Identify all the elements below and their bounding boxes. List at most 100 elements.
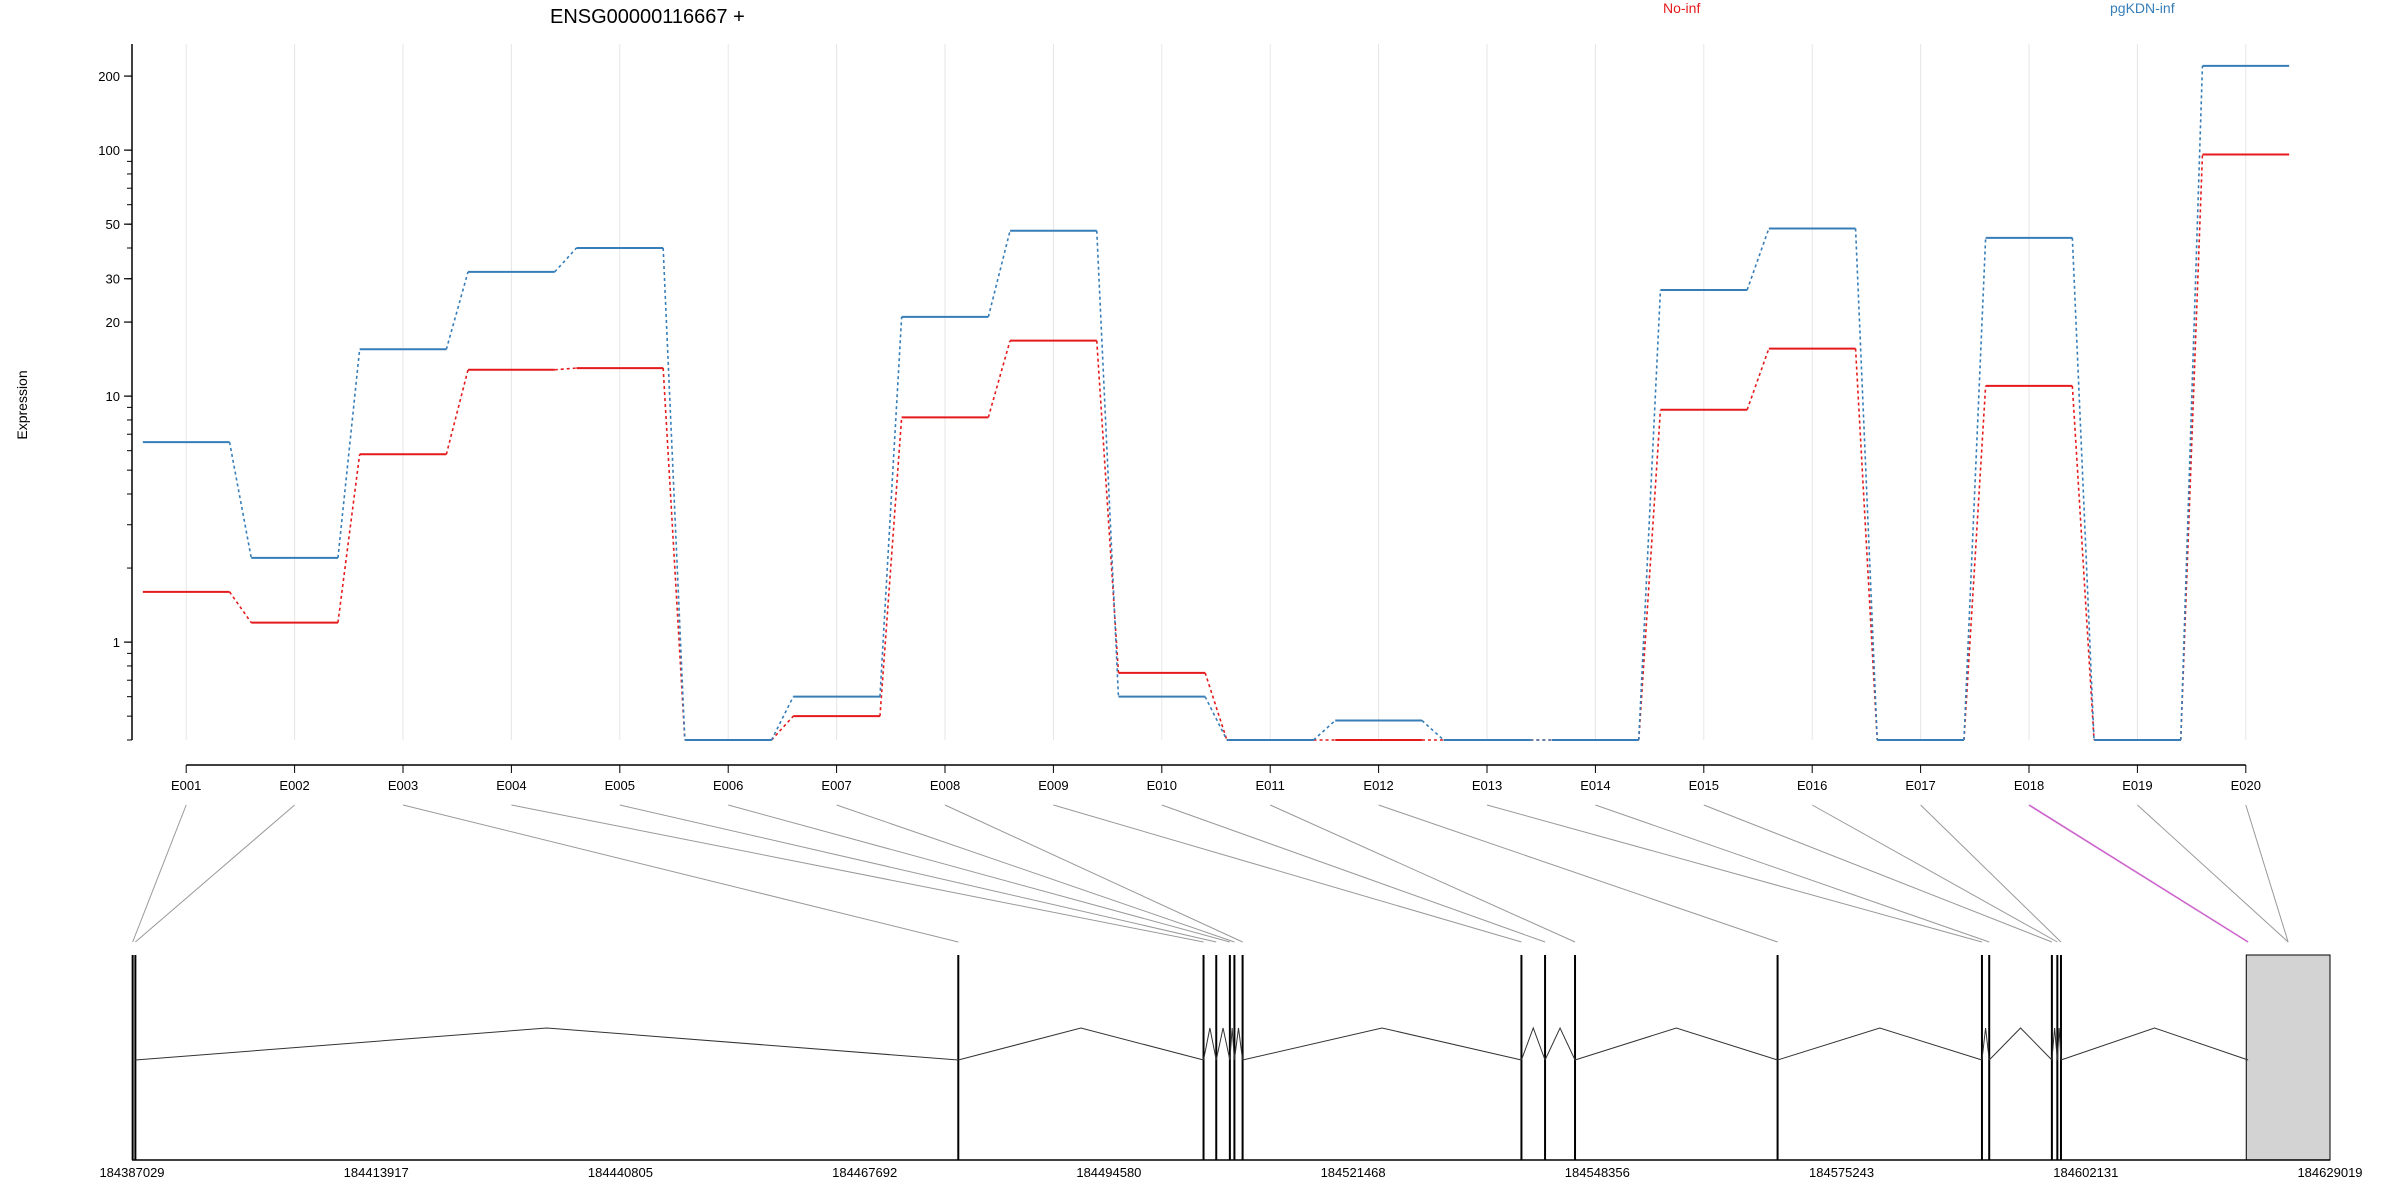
x-tick-label: E011 bbox=[1255, 778, 1284, 793]
x-tick-label: E006 bbox=[713, 778, 743, 793]
intron-line bbox=[1574, 1027, 1778, 1061]
exon-connector bbox=[1811, 804, 2058, 943]
exon-connector bbox=[1161, 804, 1546, 943]
exon-connector bbox=[135, 804, 295, 943]
genomic-coordinate-label: 184413917 bbox=[344, 1165, 409, 1180]
series-connector bbox=[1095, 340, 1120, 673]
y-tick-label: 30 bbox=[106, 272, 120, 287]
y-tick-label: 50 bbox=[106, 217, 120, 232]
exon-connector bbox=[1595, 804, 1990, 943]
series-connector bbox=[1746, 228, 1770, 291]
x-tick-label: E012 bbox=[1363, 778, 1393, 793]
x-tick-label: E005 bbox=[605, 778, 635, 793]
x-tick-label: E010 bbox=[1147, 778, 1177, 793]
series-connector bbox=[1313, 719, 1336, 741]
intron-line bbox=[1981, 1027, 1990, 1061]
y-tick-label: 1 bbox=[113, 635, 120, 650]
intron-line bbox=[2060, 1027, 2249, 1061]
genomic-coordinate-label: 184467692 bbox=[832, 1165, 897, 1180]
genomic-coordinate-label: 184548356 bbox=[1565, 1165, 1630, 1180]
x-tick-label: E014 bbox=[1580, 778, 1610, 793]
exon-connector bbox=[1269, 804, 1576, 943]
exon-connector bbox=[2137, 804, 2289, 943]
genomic-axis: 184387029 184413917 184440805 184467692 1844… bbox=[99, 1159, 2363, 1180]
series-layer bbox=[142, 64, 2290, 741]
series-connector bbox=[770, 715, 794, 741]
x-tick-label: E020 bbox=[2231, 778, 2261, 793]
y-axis: 1 10 20 30 50 100 200 bbox=[98, 44, 133, 741]
series-connector bbox=[228, 591, 252, 624]
y-axis-title: Expression bbox=[14, 370, 30, 439]
series-connector bbox=[662, 368, 686, 741]
intron-line bbox=[2051, 1027, 2058, 1061]
exon-connector bbox=[1486, 804, 1983, 943]
genomic-coordinate-label: 184602131 bbox=[2053, 1165, 2118, 1180]
chart-title: ENSG00000116667 + bbox=[550, 6, 745, 28]
x-tick-label: E009 bbox=[1038, 778, 1068, 793]
grid-layer bbox=[185, 44, 2247, 740]
x-tick-label: E007 bbox=[821, 778, 851, 793]
series-connector bbox=[1095, 230, 1120, 697]
series-connector bbox=[228, 441, 253, 559]
y-tick-label: 200 bbox=[98, 69, 120, 84]
series-0 bbox=[142, 153, 2290, 741]
series-connector bbox=[1746, 348, 1770, 411]
genomic-coordinate-label: 184387029 bbox=[99, 1165, 164, 1180]
x-axis: E001 E002 E003 E004 E005 E006 E007 E008 E009 E010… bbox=[171, 764, 2261, 793]
intron-line bbox=[1777, 1027, 1983, 1061]
genomic-coordinate-label: 184494580 bbox=[1076, 1165, 1141, 1180]
exon-connector bbox=[2245, 804, 2289, 943]
legend-pgkdn-inf: pgKDN-inf bbox=[2110, 0, 2175, 16]
exon-connector bbox=[511, 804, 1204, 943]
intron-line bbox=[135, 1027, 959, 1061]
series-connector bbox=[2071, 237, 2095, 741]
exon-connector bbox=[132, 804, 187, 943]
exon-connector bbox=[836, 804, 1235, 943]
series-1 bbox=[142, 64, 2290, 741]
x-tick-label: E008 bbox=[930, 778, 960, 793]
x-tick-label: E019 bbox=[2122, 778, 2152, 793]
x-tick-label: E015 bbox=[1689, 778, 1719, 793]
x-tick-label: E018 bbox=[2014, 778, 2044, 793]
series-connector bbox=[1854, 228, 1879, 741]
series-connector bbox=[879, 417, 903, 717]
x-tick-label: E017 bbox=[1905, 778, 1935, 793]
series-connector bbox=[879, 316, 903, 697]
exon-connector bbox=[944, 804, 1243, 943]
x-tick-label: E002 bbox=[279, 778, 309, 793]
x-tick-label: E013 bbox=[1472, 778, 1502, 793]
gene-model bbox=[131, 954, 2331, 1161]
series-connector bbox=[770, 696, 794, 741]
intron-line bbox=[1233, 1027, 1244, 1061]
y-tick-label: 10 bbox=[106, 389, 120, 404]
series-connector bbox=[337, 454, 361, 623]
series-connector bbox=[1204, 672, 1228, 741]
utr-block bbox=[2245, 954, 2331, 1161]
intron-line bbox=[1988, 1027, 2053, 1061]
series-connector bbox=[1963, 237, 1987, 741]
x-tick-label: E001 bbox=[171, 778, 201, 793]
x-tick-label: E004 bbox=[496, 778, 526, 793]
series-connector bbox=[554, 247, 578, 273]
exon-connectors bbox=[132, 804, 2289, 943]
intron-line bbox=[1544, 1026, 1576, 1061]
series-connector bbox=[1421, 719, 1445, 741]
exon-connector bbox=[1920, 804, 2062, 943]
exon-connector bbox=[1703, 804, 2053, 943]
x-tick-label: E003 bbox=[388, 778, 418, 793]
series-connector bbox=[987, 340, 1011, 418]
genomic-coordinate-label: 184440805 bbox=[588, 1165, 653, 1180]
intron-line bbox=[1203, 1027, 1217, 1061]
series-connector bbox=[1637, 409, 1662, 741]
intron-line bbox=[1229, 1027, 1235, 1061]
series-connector bbox=[1637, 289, 1662, 741]
series-connector bbox=[337, 349, 361, 558]
genomic-coordinate-label: 184521468 bbox=[1321, 1165, 1386, 1180]
series-connector bbox=[554, 367, 577, 371]
exon-connector bbox=[2028, 804, 2249, 943]
genomic-coordinate-label: 184575243 bbox=[1809, 1165, 1874, 1180]
exon-connector bbox=[619, 804, 1217, 943]
intron-line bbox=[958, 1027, 1204, 1061]
y-tick-label: 100 bbox=[98, 143, 120, 158]
